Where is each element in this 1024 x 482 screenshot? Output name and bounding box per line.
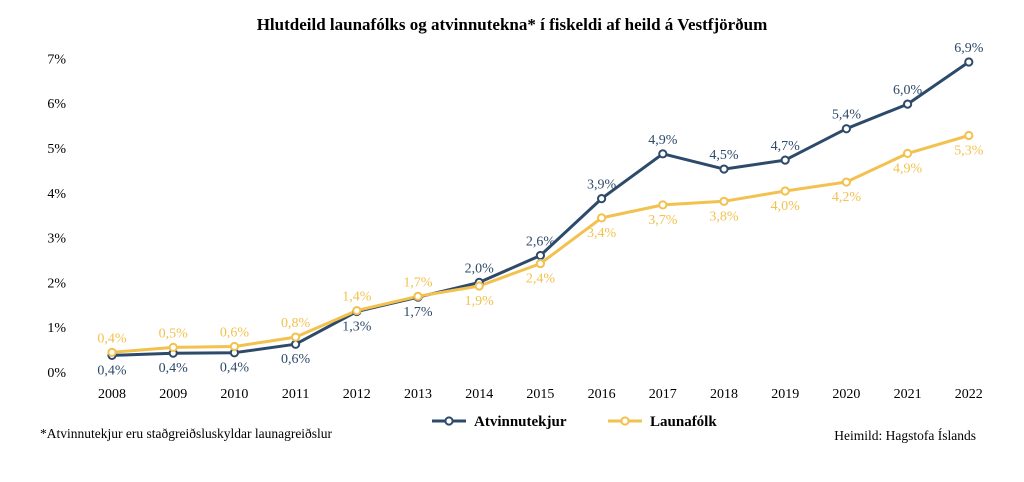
data-point bbox=[107, 347, 117, 357]
data-point bbox=[413, 291, 423, 301]
data-point bbox=[535, 258, 546, 269]
y-tick-label: 0% bbox=[47, 366, 66, 381]
data-point bbox=[229, 341, 239, 352]
x-tick-label: 2016 bbox=[588, 387, 616, 402]
data-label: 0,5% bbox=[159, 326, 189, 341]
x-tick-label: 2021 bbox=[894, 387, 922, 402]
data-label: 0,4% bbox=[97, 363, 127, 378]
legend-marker bbox=[444, 416, 454, 426]
data-label: 4,9% bbox=[893, 161, 923, 176]
y-tick-label: 3% bbox=[47, 232, 66, 247]
axes: 0% 1% 2% 3% 4% 5% 6% 7% 2008 2009 2010 2011 2012 2013… bbox=[47, 52, 982, 402]
data-point bbox=[719, 164, 729, 174]
y-tick-label: 1% bbox=[47, 321, 66, 336]
data-point bbox=[780, 155, 790, 165]
x-tick-label: 2019 bbox=[771, 387, 799, 402]
legend: Atvinnutekjur Launafólk bbox=[432, 414, 717, 430]
data-point bbox=[658, 149, 668, 159]
data-points bbox=[107, 57, 974, 361]
data-point bbox=[964, 57, 974, 67]
data-label: 2,0% bbox=[465, 261, 495, 276]
data-label: 4,0% bbox=[771, 199, 801, 214]
data-label: 5,3% bbox=[954, 143, 984, 158]
data-label: 5,4% bbox=[832, 108, 862, 123]
x-tick-label: 2008 bbox=[98, 387, 126, 402]
data-label: 0,6% bbox=[281, 352, 311, 367]
data-label: 4,2% bbox=[832, 190, 862, 205]
data-point bbox=[535, 250, 546, 261]
data-labels: 0,4% 0,4% 0,4% 0,6% 1,3% 1,7% 2,0% 2,6% 3,9% 4,9%… bbox=[97, 41, 983, 378]
series-lines bbox=[111, 60, 970, 357]
x-tick-label: 2018 bbox=[710, 387, 738, 402]
data-point bbox=[597, 213, 607, 223]
data-point bbox=[780, 186, 790, 196]
x-tick-label: 2011 bbox=[282, 387, 309, 402]
data-point bbox=[903, 99, 913, 109]
data-label: 2,4% bbox=[526, 272, 556, 287]
x-tick-label: 2017 bbox=[649, 387, 677, 402]
chart-title: Hlutdeild launafólks og atvinnutekna* í … bbox=[257, 15, 768, 34]
y-tick-label: 4% bbox=[47, 187, 66, 202]
data-label: 4,9% bbox=[648, 133, 678, 148]
x-tick-label: 2020 bbox=[832, 387, 860, 402]
legend-marker bbox=[620, 416, 630, 426]
data-point bbox=[474, 281, 484, 291]
data-label: 4,7% bbox=[771, 139, 801, 154]
data-label: 6,0% bbox=[893, 83, 923, 98]
data-label: 3,4% bbox=[587, 226, 617, 241]
data-point bbox=[719, 196, 729, 206]
data-point bbox=[658, 200, 668, 210]
data-label: 0,4% bbox=[97, 331, 127, 346]
footnote: *Atvinnutekjur eru staðgreiðsluskyldar l… bbox=[40, 426, 333, 441]
data-label: 3,7% bbox=[648, 213, 678, 228]
data-label: 1,9% bbox=[465, 294, 495, 309]
legend-label: Launafólk bbox=[650, 414, 717, 430]
x-tick-label: 2014 bbox=[465, 387, 493, 402]
data-label: 1,7% bbox=[403, 275, 433, 290]
data-point bbox=[841, 124, 852, 134]
data-point bbox=[964, 130, 974, 141]
y-tick-label: 7% bbox=[47, 52, 66, 67]
x-tick-label: 2013 bbox=[404, 387, 432, 402]
data-label: 4,5% bbox=[709, 148, 739, 163]
data-point bbox=[291, 339, 301, 349]
data-label: 0,4% bbox=[220, 361, 250, 376]
series-line-0 bbox=[111, 60, 970, 357]
data-point bbox=[903, 148, 913, 158]
data-point bbox=[841, 177, 852, 187]
data-point bbox=[291, 332, 301, 342]
y-tick-label: 5% bbox=[47, 142, 66, 157]
data-label: 2,6% bbox=[526, 235, 556, 250]
data-label: 0,4% bbox=[159, 361, 189, 376]
data-label: 1,3% bbox=[342, 320, 372, 335]
x-tick-label: 2012 bbox=[343, 387, 371, 402]
data-label: 1,7% bbox=[403, 305, 433, 320]
y-tick-label: 6% bbox=[47, 97, 66, 112]
x-tick-label: 2009 bbox=[159, 387, 187, 402]
data-label: 3,8% bbox=[709, 209, 739, 224]
data-label: 0,6% bbox=[220, 325, 250, 340]
x-tick-label: 2015 bbox=[526, 387, 554, 402]
source-note: Heimild: Hagstofa Íslands bbox=[834, 428, 976, 443]
x-tick-label: 2022 bbox=[955, 387, 983, 402]
legend-label: Atvinnutekjur bbox=[474, 414, 567, 430]
data-point bbox=[168, 342, 178, 352]
data-point bbox=[352, 306, 362, 316]
data-label: 0,8% bbox=[281, 316, 311, 331]
data-label: 6,9% bbox=[954, 41, 984, 56]
data-label: 1,4% bbox=[342, 290, 372, 305]
x-tick-label: 2010 bbox=[220, 387, 248, 402]
y-tick-label: 2% bbox=[47, 276, 66, 291]
data-label: 3,9% bbox=[587, 178, 617, 193]
data-point bbox=[597, 194, 607, 204]
